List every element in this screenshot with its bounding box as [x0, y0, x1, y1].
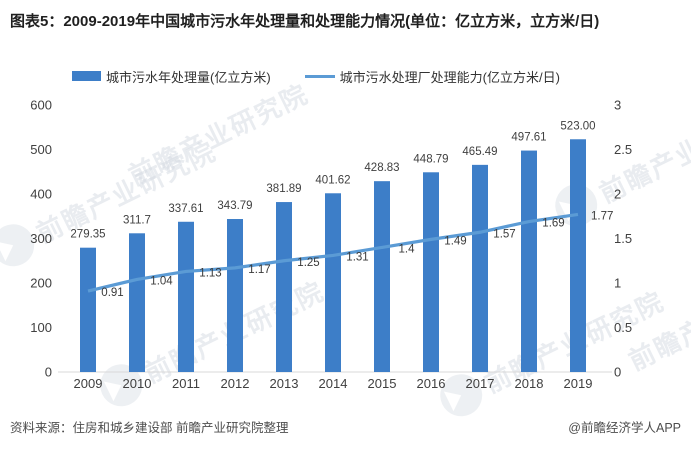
bar: [472, 164, 488, 372]
right-axis-tick-label: 0.5: [614, 320, 632, 335]
bar-value-label: 381.89: [266, 183, 301, 195]
legend-item-bar-series: 城市污水年处理量(亿立方米): [72, 67, 271, 86]
chart-legend: 城市污水年处理量(亿立方米) 城市污水处理厂处理能力(亿立方米/日): [72, 67, 560, 86]
right-axis-tick-label: 3: [614, 98, 621, 113]
line-value-label: 1.25: [297, 257, 319, 269]
legend-item-line-series: 城市污水处理厂处理能力(亿立方米/日): [304, 67, 560, 86]
bar: [325, 193, 341, 372]
bar-value-label: 279.35: [70, 229, 105, 241]
left-axis-tick-label: 100: [30, 320, 52, 335]
line-value-label: 1.13: [199, 267, 221, 279]
legend-label: 城市污水处理厂处理能力(亿立方米/日): [339, 69, 560, 85]
right-axis-tick-label: 1.5: [614, 231, 632, 246]
left-axis-tick-label: 400: [30, 187, 52, 202]
line-value-label: 1.77: [591, 210, 613, 222]
left-axis-tick-label: 0: [45, 365, 52, 380]
bar-value-label: 465.49: [462, 146, 497, 158]
left-axis-tick-label: 600: [30, 98, 52, 113]
line-value-label: 1.69: [542, 218, 564, 230]
x-axis-category-label: 2015: [368, 376, 397, 391]
bar-value-label: 448.79: [413, 153, 448, 165]
line-value-label: 1.17: [248, 264, 270, 276]
right-axis-tick-label: 1: [614, 276, 621, 291]
line-series-swatch-icon: [304, 74, 335, 78]
line-value-label: 1.57: [493, 228, 515, 240]
x-axis-category-label: 2013: [270, 376, 299, 391]
right-axis-tick-label: 2: [614, 187, 621, 202]
bar-value-label: 523.00: [560, 120, 595, 132]
source-note: 资料来源：住房和城乡建设部 前瞻产业研究院整理: [10, 421, 289, 435]
left-axis-tick-label: 300: [30, 231, 52, 246]
bar: [227, 219, 243, 372]
x-axis-category-label: 2012: [221, 376, 250, 391]
bar: [129, 233, 145, 372]
bar: [374, 181, 390, 372]
left-axis-tick-label: 200: [30, 276, 52, 291]
bar-value-label: 497.61: [511, 132, 546, 144]
line-series: [87, 212, 579, 293]
chart-title: 图表5：2009-2019年中国城市污水年处理量和处理能力情况(单位：亿立方米，…: [10, 13, 600, 30]
x-axis-category-label: 2018: [515, 376, 544, 391]
bar-value-label: 428.83: [364, 162, 399, 174]
bar: [178, 221, 194, 372]
bar: [423, 172, 439, 372]
line-value-label: 0.91: [101, 287, 123, 299]
x-axis-category-label: 2011: [172, 376, 200, 391]
x-axis-category-label: 2014: [319, 376, 348, 391]
bar-series-swatch-icon: [72, 71, 101, 81]
chart-footer: 资料来源：住房和城乡建设部 前瞻产业研究院整理 @前瞻经济学人APP: [0, 417, 691, 436]
x-axis-category-label: 2017: [466, 376, 495, 391]
bar-value-label: 337.61: [168, 203, 203, 215]
bar: [570, 139, 586, 372]
legend-label: 城市污水年处理量(亿立方米): [106, 69, 271, 85]
line-value-label: 1.04: [150, 275, 173, 287]
left-axis-tick-label: 500: [30, 142, 52, 157]
x-axis-category-label: 2016: [417, 376, 446, 391]
bar-value-label: 401.62: [315, 174, 350, 186]
line-value-label: 1.4: [399, 243, 416, 255]
bar-value-label: 343.79: [217, 200, 252, 212]
line-value-label: 1.31: [346, 251, 368, 263]
x-axis-category-label: 2019: [564, 376, 593, 391]
line-value-label: 1.49: [444, 235, 466, 247]
bar: [521, 150, 537, 372]
credit-note: @前瞻经济学人APP: [568, 421, 681, 435]
right-axis-tick-label: 0: [614, 365, 621, 380]
bar: [80, 247, 96, 372]
chart-canvas: 0 100 200 300 400 500 600 0 0.5 1 1.5 2 2.5 3 279.35 31…: [30, 98, 632, 392]
x-axis-category-label: 2009: [74, 376, 103, 391]
bar-value-label: 311.7: [123, 214, 151, 226]
x-axis-category-label: 2010: [123, 376, 152, 391]
right-axis-tick-label: 2.5: [614, 142, 632, 157]
bar: [276, 202, 292, 372]
